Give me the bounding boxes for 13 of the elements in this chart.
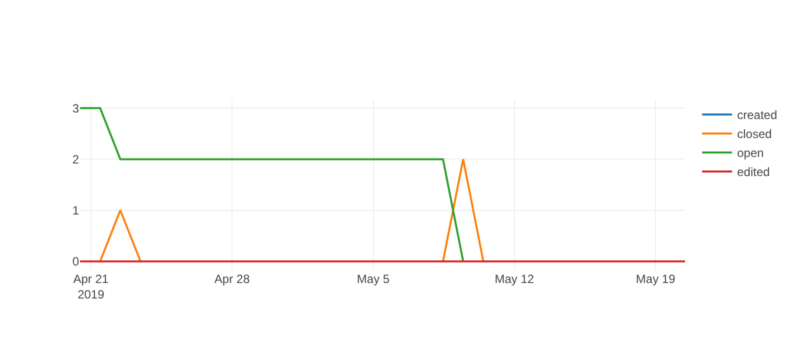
x-tick-label: Apr 21 2019	[73, 272, 109, 302]
x-tick-label: May 5	[356, 272, 390, 286]
legend-label: open	[737, 146, 764, 160]
x-tick-label: Apr 28	[214, 272, 250, 286]
y-tick-label: 1	[72, 203, 80, 218]
x-tick-label: May 19	[636, 272, 676, 286]
y-tick-label: 3	[72, 101, 80, 116]
x-tick-label: May 12	[494, 272, 534, 286]
legend-label: created	[737, 108, 778, 122]
legend-label: closed	[737, 127, 772, 142]
y-tick-label: 0	[72, 254, 80, 269]
y-tick-label: 2	[72, 152, 80, 166]
legend-label: edited	[737, 165, 770, 180]
